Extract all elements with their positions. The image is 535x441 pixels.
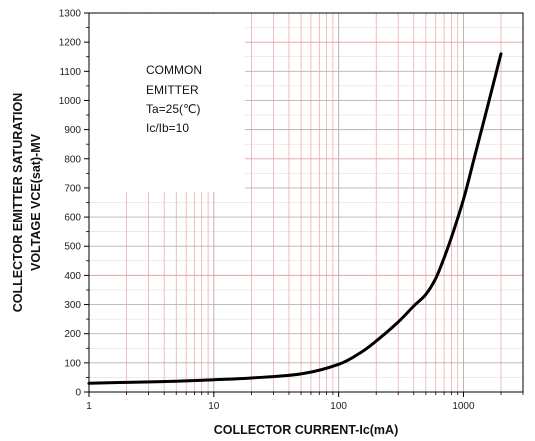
y-tick-label: 1300	[59, 9, 82, 20]
y-axis-title: COLLECTOR EMITTER SATURATION VOLTAGE VCE(…	[11, 93, 43, 312]
y-tick-label: 800	[64, 154, 81, 165]
y-tick-label: 1000	[59, 96, 82, 107]
y-tick-label: 1100	[59, 67, 81, 78]
annotation-line: Ic/Ib=10	[146, 121, 189, 135]
x-tick-label: 1000	[452, 401, 475, 412]
y-tick-labels: 0 100 200 300 400 500 600 700 800 900 1000 1100 1200…	[59, 9, 82, 399]
series-line	[87, 52, 503, 385]
ticks	[84, 12, 524, 397]
annotation-line: COMMON	[146, 63, 202, 77]
y-tick-label: 1200	[59, 38, 82, 49]
y-tick-label: 300	[64, 300, 81, 311]
y-axis-title-line: COLLECTOR EMITTER SATURATION	[11, 93, 25, 312]
x-axis-title: COLLECTOR CURRENT-Ic(mA)	[214, 423, 399, 437]
annotation-line: EMITTER	[146, 83, 199, 97]
y-tick-label: 700	[64, 183, 81, 194]
x-tick-labels: 1 10 100 1000	[86, 401, 475, 412]
y-tick-label: 200	[64, 329, 81, 340]
x-tick-label: 1	[86, 401, 92, 412]
y-axis-title-line: VOLTAGE VCE(sat)-MV	[29, 133, 43, 271]
y-tick-label: 600	[64, 213, 81, 224]
annotation: COMMON EMITTER Ta=25(℃) Ic/Ib=10	[146, 63, 202, 135]
annotation-background	[90, 14, 245, 192]
x-tick-label: 10	[208, 401, 220, 412]
y-tick-label: 900	[64, 125, 81, 136]
y-tick-label: 400	[64, 271, 81, 282]
y-tick-label: 500	[64, 242, 81, 253]
annotation-line: Ta=25(℃)	[146, 102, 201, 116]
x-tick-label: 100	[330, 401, 347, 412]
y-tick-label: 0	[75, 388, 81, 399]
y-tick-label: 100	[64, 358, 81, 369]
